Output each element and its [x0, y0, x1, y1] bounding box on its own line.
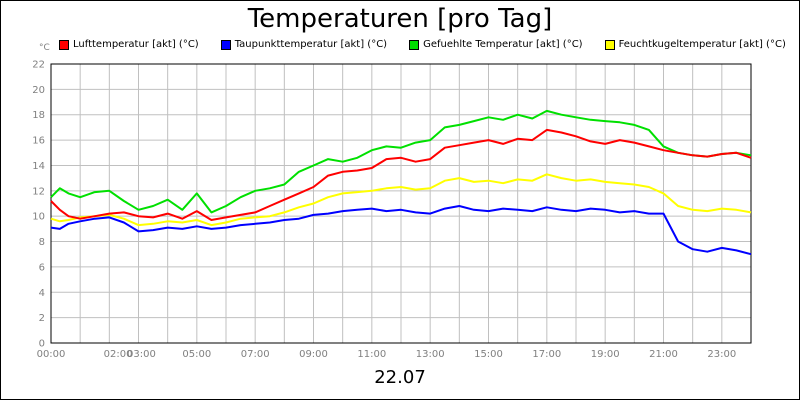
chart-title: Temperaturen [pro Tag] [247, 4, 553, 34]
x-tick-label: 07:00 [241, 349, 270, 360]
plot-border [50, 63, 752, 344]
x-tick-label: 19:00 [591, 349, 620, 360]
x-tick-label: 13:00 [416, 349, 445, 360]
x-tick-label: 17:00 [532, 349, 561, 360]
series-line-1 [50, 205, 752, 256]
legend-label: Feuchtkugeltemperatur [akt] (°C) [618, 39, 786, 50]
y-tick-label: 20 [32, 85, 45, 96]
x-tick-label: 02:00 [104, 349, 133, 360]
y-axis-unit: °C [39, 43, 50, 53]
x-tick-label: 00:00 [37, 349, 66, 360]
legend: Lufttemperatur [akt] (°C) Taupunkttemper… [59, 39, 786, 50]
x-tick-label: 05:00 [182, 349, 211, 360]
y-tick-label: 8 [39, 237, 45, 248]
legend-item-feuchtkugel: Feuchtkugeltemperatur [akt] (°C) [604, 39, 786, 50]
legend-item-taupunkt: Taupunkttemperatur [akt] (°C) [220, 39, 388, 50]
legend-item-lufttemperatur: Lufttemperatur [akt] (°C) [59, 39, 199, 50]
y-tick-label: 18 [32, 110, 45, 121]
legend-label: Taupunkttemperatur [akt] (°C) [234, 39, 388, 50]
legend-label: Gefuehlte Temperatur [akt] (°C) [423, 39, 583, 50]
y-tick-label: 2 [39, 313, 45, 324]
y-tick-label: 10 [32, 212, 45, 223]
x-tick-label: 21:00 [649, 349, 678, 360]
y-tick-label: 22 [32, 60, 45, 71]
series-line-2 [50, 109, 752, 214]
y-tick-label: 16 [32, 136, 45, 147]
y-tick-label: 14 [32, 161, 45, 172]
x-tick-label: 03:00 [127, 349, 156, 360]
legend-swatch-yellow [604, 39, 615, 50]
y-tick-label: 4 [39, 288, 45, 299]
legend-swatch-blue [220, 39, 231, 50]
x-tick-label: 15:00 [474, 349, 503, 360]
legend-label: Lufttemperatur [akt] (°C) [73, 39, 199, 50]
legend-swatch-green [409, 39, 420, 50]
y-tick-label: 12 [32, 186, 45, 197]
chart-date-label: 22.07 [374, 367, 426, 388]
y-tick-label: 0 [39, 339, 45, 350]
x-tick-label: 23:00 [707, 349, 736, 360]
series-line-3 [50, 173, 752, 227]
legend-item-gefuehlte: Gefuehlte Temperatur [akt] (°C) [409, 39, 583, 50]
x-tick-label: 11:00 [357, 349, 386, 360]
series-line-0 [50, 128, 752, 221]
legend-swatch-red [59, 39, 69, 50]
x-tick-label: 09:00 [299, 349, 328, 360]
y-tick-label: 6 [39, 262, 45, 273]
